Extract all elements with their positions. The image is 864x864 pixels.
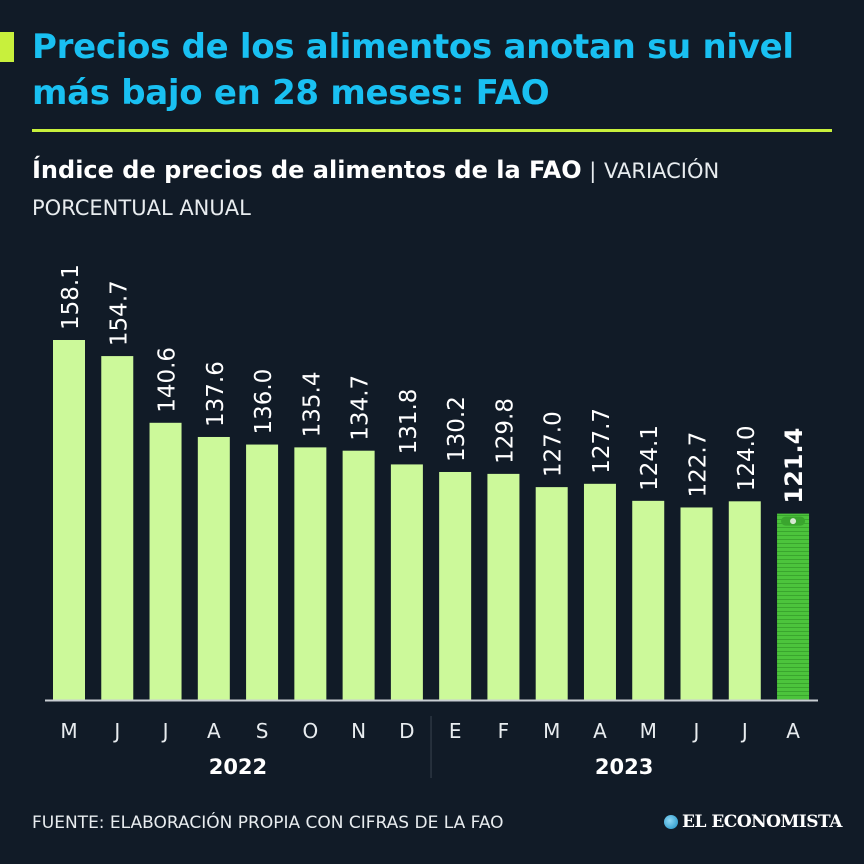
subtitle-light: VARIACIÓN PORCENTUAL ANUAL <box>32 159 720 220</box>
bar <box>294 447 327 700</box>
bar <box>149 422 182 700</box>
value-label: 122.7 <box>686 432 712 498</box>
value-label: 154.7 <box>106 280 132 346</box>
month-label: A <box>593 719 607 743</box>
value-label: 124.0 <box>734 425 760 491</box>
month-label: A <box>207 719 221 743</box>
year-label: 2022 <box>209 755 267 779</box>
month-label: O <box>302 719 318 743</box>
bar <box>583 483 616 700</box>
month-label: J <box>161 719 169 743</box>
value-label: 137.6 <box>203 361 229 427</box>
month-label: S <box>256 719 269 743</box>
month-label: J <box>740 719 748 743</box>
value-label: 127.7 <box>589 408 615 474</box>
subtitle-bold: Índice de precios de alimentos de la FAO <box>32 156 582 184</box>
chart-subtitle: Índice de precios de alimentos de la FAO… <box>32 152 832 226</box>
value-label: 129.8 <box>492 398 518 464</box>
title-accent <box>0 32 14 62</box>
value-label: 121.4 <box>780 428 808 504</box>
bar <box>632 500 665 700</box>
month-label: J <box>112 719 120 743</box>
value-label: 135.4 <box>299 372 325 438</box>
month-label: M <box>543 719 560 743</box>
highlight-bar <box>777 513 810 700</box>
bar <box>535 487 568 700</box>
month-label: D <box>399 719 414 743</box>
month-label: M <box>60 719 77 743</box>
value-label: 140.6 <box>155 347 181 413</box>
value-label: 131.8 <box>396 389 422 455</box>
bar <box>680 507 713 700</box>
month-label: A <box>786 719 800 743</box>
value-label: 127.0 <box>541 411 567 477</box>
subtitle-separator: | <box>589 159 597 183</box>
value-label: 134.7 <box>348 375 374 441</box>
value-label: 158.1 <box>58 264 84 330</box>
value-label: 130.2 <box>444 396 470 462</box>
bar <box>728 501 761 700</box>
bar <box>439 471 472 700</box>
bar <box>197 436 230 700</box>
title-divider <box>32 129 832 132</box>
month-label: E <box>449 719 462 743</box>
value-label: 124.1 <box>637 425 663 491</box>
page-title: Precios de los alimentos anotan su nivel… <box>32 27 794 113</box>
month-label: M <box>640 719 657 743</box>
bar <box>342 450 375 700</box>
month-label: N <box>351 719 366 743</box>
globe-icon <box>664 815 678 829</box>
month-label: J <box>692 719 700 743</box>
year-label: 2023 <box>595 755 653 779</box>
value-label: 136.0 <box>251 369 277 435</box>
bar <box>101 356 134 700</box>
bar <box>487 473 520 700</box>
banknote-seal-icon <box>790 518 797 525</box>
source-note: FUENTE: ELABORACIÓN PROPIA CON CIFRAS DE… <box>32 813 504 833</box>
bar <box>246 444 279 700</box>
month-label: F <box>498 719 510 743</box>
brand-logo: EL ECONOMISTA <box>664 812 842 832</box>
logo-text: EL ECONOMISTA <box>682 812 842 832</box>
bar <box>390 464 423 700</box>
bar <box>53 340 85 700</box>
